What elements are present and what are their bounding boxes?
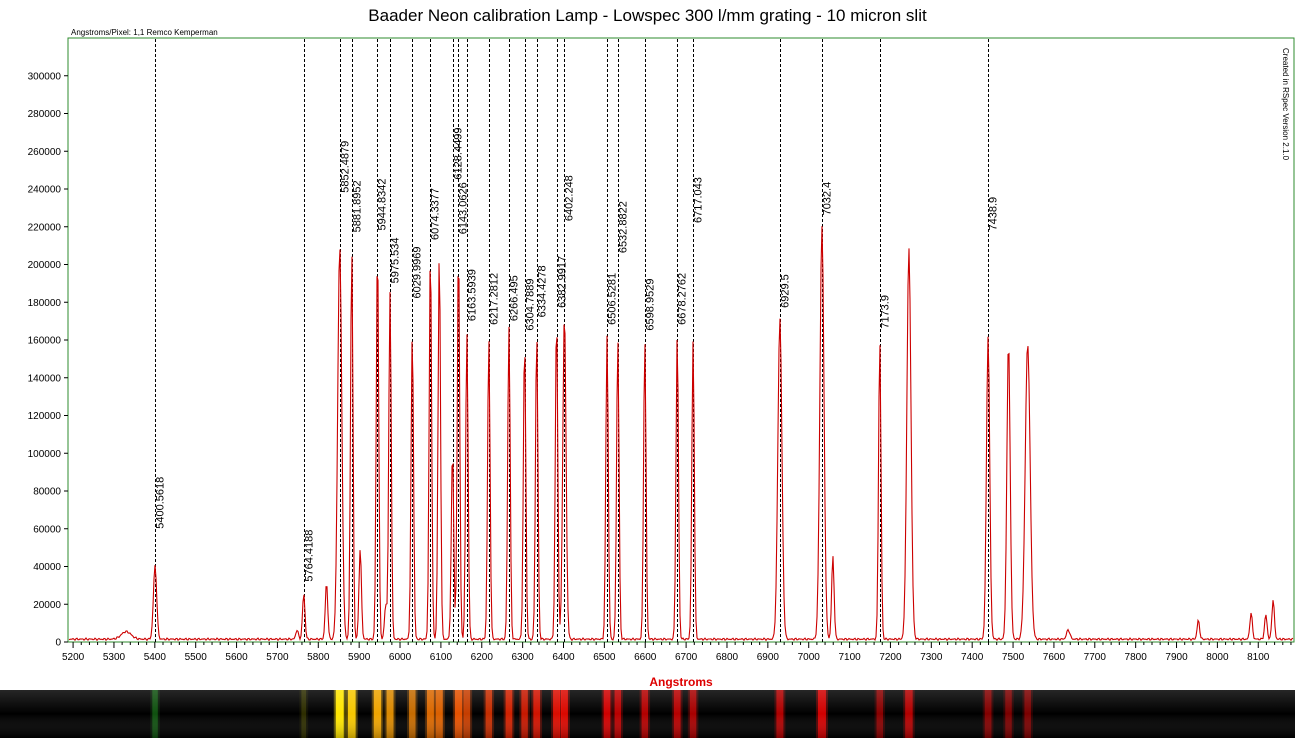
annotation-label: 6143.0626 <box>458 182 470 234</box>
x-tick-label: 5600 <box>225 652 248 663</box>
x-tick-label: 7400 <box>961 652 984 663</box>
y-tick-label: 240000 <box>28 185 62 196</box>
annotation-label: 6929.5 <box>780 274 792 308</box>
spectrum-line <box>68 226 1294 642</box>
x-tick-label: 7200 <box>879 652 902 663</box>
x-tick-label: 7900 <box>1165 652 1188 663</box>
x-tick-label: 6400 <box>552 652 575 663</box>
annotation-label: 6402.248 <box>564 175 576 221</box>
chart-subtitle: Angstroms/Pixel: 1,1 Remco Kemperman <box>71 28 218 37</box>
annotation-label: 6717.043 <box>693 177 705 223</box>
annotation-label: 5400.5618 <box>155 477 167 529</box>
x-tick-label: 5500 <box>185 652 208 663</box>
y-tick-label: 100000 <box>28 449 62 460</box>
x-tick-label: 5700 <box>266 652 289 663</box>
spectrum-strip-svg <box>0 690 1295 738</box>
x-tick-label: 7000 <box>798 652 821 663</box>
y-tick-label: 80000 <box>33 487 61 498</box>
x-tick-label: 5800 <box>307 652 330 663</box>
y-tick-label: 140000 <box>28 373 62 384</box>
spectrum-strip-shade <box>0 690 1295 738</box>
y-tick-label: 160000 <box>28 336 62 347</box>
annotation-label: 6128.4499 <box>453 128 465 180</box>
annotation-label: 6506.5281 <box>607 273 619 325</box>
annotation-label: 5975.534 <box>390 237 402 283</box>
annotation-label: 7438.9 <box>988 197 1000 231</box>
x-tick-label: 5200 <box>62 652 85 663</box>
software-credit: Created in RSpec Version 2.1.0 <box>1281 48 1290 161</box>
y-tick-label: 280000 <box>28 109 62 120</box>
x-tick-label: 6800 <box>716 652 739 663</box>
annotation-label: 6304.7889 <box>525 279 537 331</box>
plot-frame <box>67 37 1295 643</box>
y-tick-label: 120000 <box>28 411 62 422</box>
y-tick-label: 300000 <box>28 71 62 82</box>
y-tick-label: 260000 <box>28 147 62 158</box>
annotation-label: 5944.8342 <box>377 179 389 231</box>
spectrum-bands <box>0 690 1295 738</box>
x-tick-label: 8000 <box>1206 652 1229 663</box>
y-tick-label: 40000 <box>33 562 61 573</box>
annotation-label: 7032.4 <box>822 182 834 216</box>
x-tick-label: 7800 <box>1125 652 1148 663</box>
annotation-label: 6382.9917 <box>557 256 569 308</box>
x-tick-label: 7300 <box>920 652 943 663</box>
annotation-label: 5764.4188 <box>304 530 316 582</box>
x-tick-label: 6700 <box>675 652 698 663</box>
annotation-label: 6217.2812 <box>489 273 501 325</box>
x-tick-label: 7100 <box>838 652 861 663</box>
annotation-label: 5881.8952 <box>352 180 364 232</box>
annotation-label: 6163.5939 <box>467 269 479 321</box>
annotation-label: 6334.4278 <box>537 265 549 317</box>
x-tick-label: 7500 <box>1002 652 1025 663</box>
spectrum-strip <box>0 690 1295 738</box>
y-tick-label: 20000 <box>33 600 61 611</box>
chart-title: Baader Neon calibration Lamp - Lowspec 3… <box>368 6 927 25</box>
y-tick-label: 0 <box>55 638 61 649</box>
x-tick-label: 6100 <box>430 652 453 663</box>
x-axis-label: Angstroms <box>649 675 713 689</box>
x-tick-label: 8100 <box>1247 652 1270 663</box>
x-tick-label: 6600 <box>634 652 657 663</box>
annotation-label: 6266.495 <box>509 275 521 321</box>
y-tick-label: 60000 <box>33 524 61 535</box>
annotation-label: 5852.4879 <box>340 141 352 193</box>
annotation-label: 6598.9529 <box>645 279 657 331</box>
y-tick-label: 220000 <box>28 222 62 233</box>
y-axis: 0 20000 40000 60000 80000 100000 120000 140000 1… <box>28 71 68 649</box>
x-tick-label: 6200 <box>471 652 494 663</box>
annotation-label: 6074.3377 <box>430 188 442 240</box>
annotation-label: 7173.9 <box>880 295 892 329</box>
x-tick-label: 5300 <box>103 652 126 663</box>
x-tick-label: 7600 <box>1043 652 1066 663</box>
x-axis: 5200 5300 5400 5500 5600 5700 5800 5900 6000 6100… <box>62 642 1292 663</box>
x-tick-label: 7700 <box>1084 652 1107 663</box>
x-tick-label: 6300 <box>512 652 535 663</box>
annotation-label: 6678.2762 <box>677 273 689 325</box>
y-tick-label: 180000 <box>28 298 62 309</box>
annotation-label: 6532.8822 <box>618 201 630 253</box>
x-tick-label: 5400 <box>144 652 167 663</box>
x-tick-label: 5900 <box>348 652 371 663</box>
y-tick-label: 200000 <box>28 260 62 271</box>
x-tick-label: 6900 <box>757 652 780 663</box>
annotation-label: 6029.9969 <box>412 246 424 298</box>
x-tick-label: 6500 <box>593 652 616 663</box>
x-tick-label: 6000 <box>389 652 412 663</box>
